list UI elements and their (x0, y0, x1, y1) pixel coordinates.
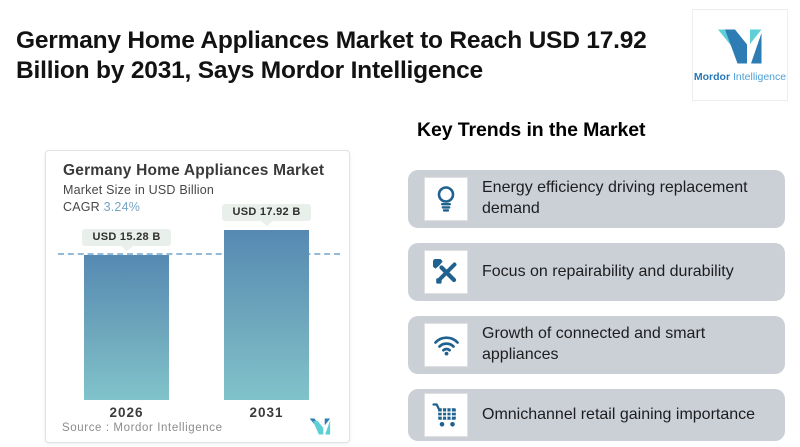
trend-card-omnichannel: Omnichannel retail gaining importance (408, 389, 785, 441)
trends-list: Energy efficiency driving replacement de… (408, 170, 785, 441)
mordor-intelligence-logo: Mordor Intelligence (693, 10, 787, 100)
bar-value-badge: USD 17.92 B (222, 204, 311, 221)
mordor-logo-mark-icon (715, 28, 765, 65)
reference-dashed-line (58, 253, 340, 255)
trend-text: Omnichannel retail gaining importance (482, 405, 756, 423)
cagr-value: 3.24% (103, 200, 141, 214)
bar-2031 (224, 230, 309, 400)
wifi-icon (424, 323, 468, 367)
chart-title: Germany Home Appliances Market (63, 162, 325, 179)
trend-card-smart-appliances: Growth of connected and smart appliances (408, 316, 785, 374)
trend-text: Growth of connected and smart appliances (482, 325, 706, 363)
x-axis-label-2026: 2026 (109, 405, 144, 420)
trend-text: Energy efficiency driving replacement de… (482, 179, 748, 217)
bar-group-2026: USD 15.28 B (82, 229, 171, 400)
mordor-logo-text: Mordor Intelligence (693, 70, 787, 83)
chart-cagr: CAGR 3.24% (63, 200, 141, 214)
x-axis-label-2031: 2031 (249, 405, 284, 420)
cart-icon (424, 393, 468, 437)
trend-text: Focus on repairability and durability (482, 262, 734, 280)
trend-card-repairability: Focus on repairability and durability (408, 243, 785, 301)
trend-card-energy-efficiency: Energy efficiency driving replacement de… (408, 170, 785, 228)
mordor-mini-logo-icon (305, 418, 335, 435)
market-chart-card: Germany Home Appliances Market Market Si… (45, 150, 350, 443)
bar-2026 (84, 255, 169, 400)
bar-value-badge: USD 15.28 B (82, 229, 171, 246)
chart-subtitle: Market Size in USD Billion (63, 183, 215, 197)
trends-heading: Key Trends in the Market (417, 119, 646, 141)
lightbulb-icon (424, 177, 468, 221)
page-title: Germany Home Appliances Market to Reach … (16, 27, 647, 85)
bar-group-2031: USD 17.92 B (222, 204, 311, 400)
chart-source: Source : Mordor Intelligence (62, 422, 223, 434)
tools-icon (424, 250, 468, 294)
